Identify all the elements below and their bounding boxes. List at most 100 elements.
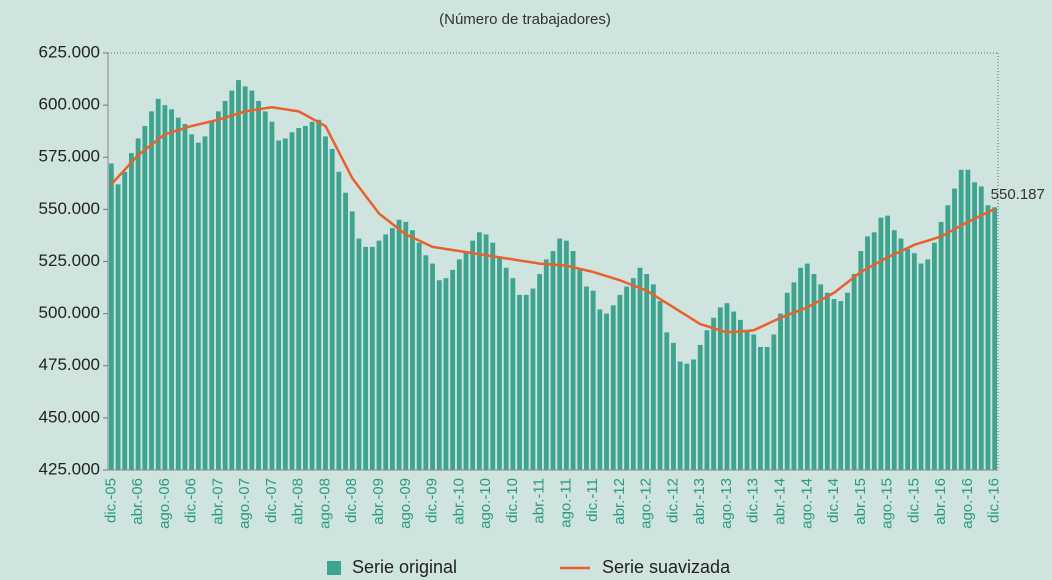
bar	[470, 240, 476, 470]
bar	[129, 153, 134, 470]
bar	[985, 205, 991, 470]
y-tick-label: 500.000	[39, 303, 100, 322]
bar	[898, 238, 904, 470]
bar	[209, 121, 215, 471]
x-tick-label: dic.-09	[424, 478, 441, 523]
bar	[416, 242, 422, 470]
bar	[309, 121, 315, 471]
bar	[343, 192, 348, 470]
x-tick-label: dic.-16	[986, 478, 1003, 523]
bar	[784, 292, 790, 470]
bar	[624, 286, 630, 470]
bar	[952, 188, 957, 470]
bar	[155, 98, 161, 471]
bar	[630, 278, 636, 470]
bar	[851, 274, 857, 470]
x-tick-label: abr.-16	[932, 478, 949, 525]
bar	[865, 236, 870, 470]
bar	[691, 359, 696, 470]
bar	[731, 311, 737, 470]
bar	[175, 117, 181, 470]
bar	[911, 253, 917, 470]
bar	[577, 269, 583, 470]
x-tick-label: dic.-15	[905, 478, 922, 523]
bar	[992, 207, 998, 471]
bar	[463, 251, 469, 470]
x-tick-label: abr.-10	[450, 478, 467, 525]
bar	[965, 169, 971, 470]
bar	[483, 234, 489, 470]
bar	[497, 257, 502, 470]
bar	[945, 205, 951, 470]
bar	[932, 242, 937, 470]
line	[110, 105, 996, 334]
bar	[744, 330, 750, 470]
bar	[510, 278, 516, 470]
bar	[885, 215, 890, 470]
bar	[282, 138, 288, 471]
bar	[845, 292, 850, 470]
y-tick-label: 550.000	[39, 199, 100, 218]
bar	[570, 251, 576, 470]
bar	[697, 344, 703, 470]
bar	[149, 111, 154, 470]
x-tick-label: dic.-14	[825, 478, 842, 523]
bar	[637, 267, 643, 470]
bar	[550, 251, 556, 470]
bar	[316, 119, 322, 470]
bar	[671, 342, 676, 470]
bar	[142, 125, 148, 470]
x-tick-label: abr.-12	[611, 478, 628, 525]
y-tick-label: 450.000	[39, 407, 100, 426]
bar	[617, 294, 623, 470]
x-tick-label: ago.-16	[959, 478, 976, 529]
bar	[336, 171, 342, 470]
x-tick-label: abr.-13	[691, 478, 708, 525]
x-tick-label: abr.-14	[771, 478, 788, 525]
y-tick-label: 575.000	[39, 147, 100, 166]
y-tick-label: 525.000	[39, 251, 100, 270]
x-tick-label: abr.-07	[209, 478, 226, 525]
bar	[537, 274, 543, 470]
bar	[791, 282, 797, 470]
bar	[256, 100, 261, 470]
bar	[216, 111, 221, 470]
x-tick-label: ago.-08	[316, 478, 333, 529]
bar	[169, 109, 174, 471]
bar	[450, 269, 456, 470]
x-tick-label: ago.-09	[397, 478, 414, 529]
bar	[430, 263, 435, 470]
bar	[664, 332, 670, 470]
x-tick-label: ago.-13	[718, 478, 735, 529]
bar	[356, 238, 362, 470]
bar	[369, 246, 375, 470]
bar	[302, 125, 308, 470]
bar	[804, 263, 810, 470]
bar	[503, 267, 509, 470]
bar	[758, 346, 763, 470]
bar	[657, 301, 663, 470]
bar	[389, 228, 395, 470]
x-tick-label: dic.-06	[183, 478, 200, 523]
y-tick-label: 425.000	[39, 459, 100, 478]
bar	[222, 100, 228, 470]
bar	[584, 286, 589, 470]
x-tick-label: abr.-11	[531, 478, 548, 524]
x-tick-label: ago.-14	[798, 478, 815, 529]
bar	[329, 148, 335, 470]
bar	[490, 242, 496, 470]
x-tick-label: abr.-15	[852, 478, 869, 525]
x-tick-label: dic.-11	[584, 478, 601, 522]
bar	[918, 263, 924, 470]
x-tick-label: dic.-12	[664, 478, 681, 523]
bar	[456, 259, 462, 470]
x-tick-label: dic.-05	[102, 478, 119, 523]
x-tick-label: dic.-08	[343, 478, 360, 523]
bar	[276, 140, 282, 470]
legend-label: Serie suavizada	[602, 557, 731, 577]
bar	[202, 136, 208, 470]
bar	[376, 240, 382, 470]
bar	[262, 111, 268, 470]
value-label: 550.187	[991, 186, 1045, 203]
